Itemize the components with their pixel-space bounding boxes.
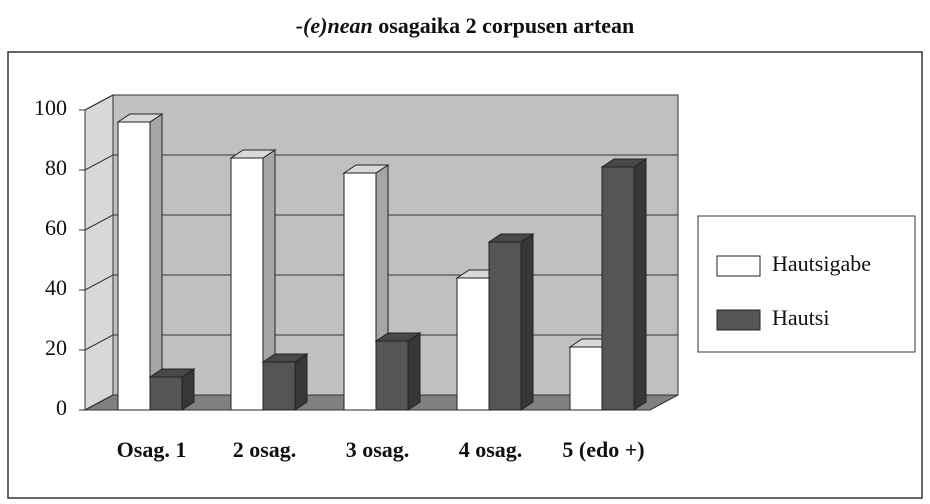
bar [569,346,603,411]
x-tick-label: Osag. 1 [117,437,187,462]
x-tick-label: 4 osag. [459,437,523,462]
bar [456,277,490,411]
bar-side [294,353,308,411]
x-tick-label: 3 osag. [346,437,410,462]
y-tick-label: 20 [45,335,67,360]
y-tick-label: 40 [45,275,67,300]
grid-line [84,94,678,111]
legend-box [697,215,916,353]
bar [117,121,151,411]
grid-line [84,154,678,171]
x-tick-label: 5 (edo +) [562,437,644,462]
chart-title: -(e)nean osagaika 2 corpusen artean [296,13,635,38]
bar [375,340,409,411]
legend-swatch [716,309,761,331]
legend-swatch [716,255,761,277]
bar [149,376,183,411]
bar [230,157,264,411]
bar-side [633,158,647,411]
y-tick-label: 80 [45,155,67,180]
bar [488,241,522,411]
title-rest: osagaika 2 corpusen artean [378,13,634,38]
x-tick-label: 2 osag. [233,437,297,462]
bar [343,172,377,411]
legend-label: Hautsi [772,305,829,330]
bar-side [520,233,534,411]
side-wall [84,94,114,411]
bar [262,361,296,411]
bar [601,166,635,411]
y-tick-label: 60 [45,215,67,240]
grid-line [84,214,678,231]
y-tick-label: 100 [34,95,67,120]
legend-label: Hautsigabe [772,251,871,276]
bar-side [149,113,163,411]
bar-side [407,332,421,411]
title-emphasis: -(e)nean [296,13,373,38]
y-tick-label: 0 [56,395,67,420]
